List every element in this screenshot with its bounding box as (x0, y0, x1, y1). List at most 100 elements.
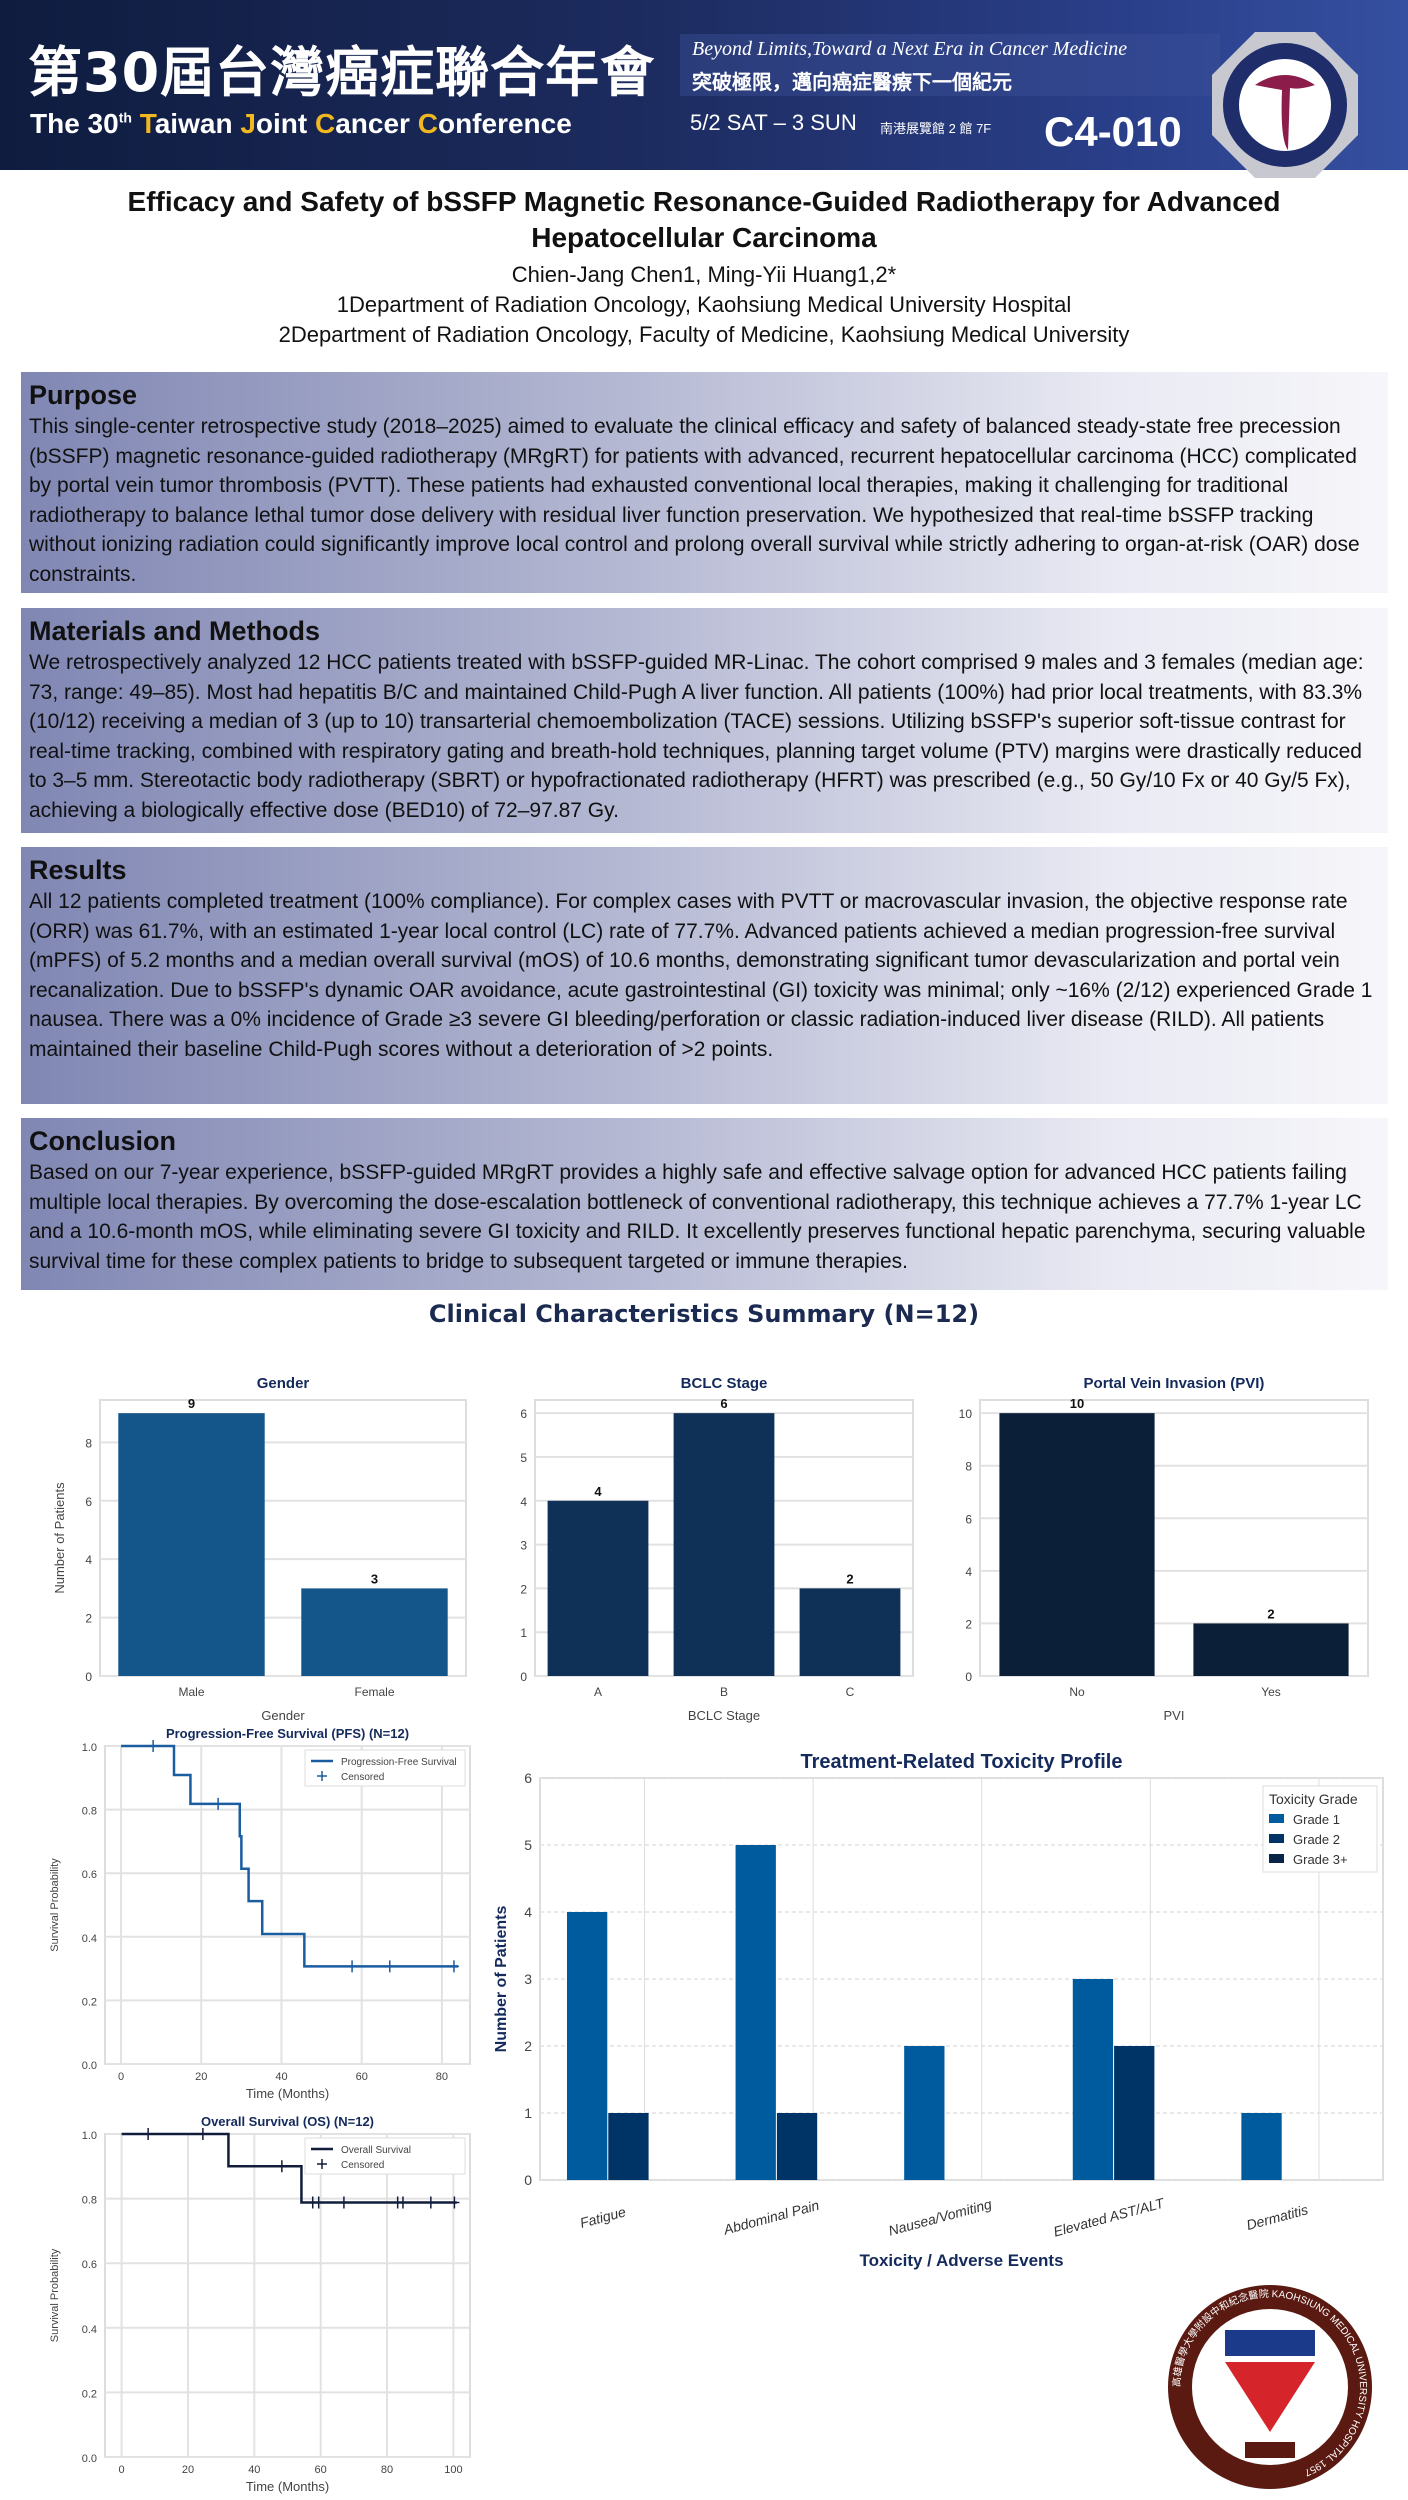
y-tick-label: 0 (965, 1670, 972, 1684)
section-heading: Purpose (29, 380, 138, 410)
y-tick-label: 3 (524, 1971, 532, 1987)
os-chart: 0.0 0.2 0.4 0.6 0.8 1.0 Overall Survival (OS) … (49, 2114, 471, 2494)
y-tick-label: 4 (524, 1904, 532, 1920)
x-tick-label: 20 (182, 2464, 194, 2476)
chart-title: Portal Vein Invasion (PVI) (1084, 1375, 1265, 1392)
y-tick-label: 0.8 (82, 1806, 97, 1818)
censor-mark (213, 1797, 224, 1810)
censor-mark (347, 1960, 358, 1973)
x-tick-label: A (594, 1685, 602, 1699)
legend-censor-mark (317, 1771, 327, 1781)
x-tick-label: B (720, 1685, 728, 1699)
x-tick-label: 60 (315, 2464, 327, 2476)
x-tick-label: 80 (381, 2464, 393, 2476)
legend-label: Overall Survival (341, 2145, 411, 2156)
conference-title-en: The 30th Taiwan Joint Cancer Conference (30, 108, 572, 139)
y-axis-label: Number of Patients (52, 1482, 67, 1594)
censor-mark (397, 2196, 408, 2209)
affiliation-2: 2Department of Radiation Oncology, Facul… (278, 322, 1130, 347)
y-tick-label: 0 (85, 1670, 92, 1684)
bar (799, 1588, 901, 1676)
y-tick-label: 0.8 (82, 2195, 97, 2207)
poster-code: C4-010 (1044, 108, 1182, 155)
section-methods: Materials and Methods We retrospectively… (21, 608, 1388, 833)
survival-curve (121, 2132, 457, 2204)
x-axis-label: BCLC Stage (688, 1708, 760, 1723)
y-tick-label: 0.6 (82, 2259, 97, 2271)
y-tick-label: 8 (965, 1460, 972, 1474)
y-tick-label: 0.4 (82, 2324, 97, 2336)
figure-title: Clinical Characteristics Summary (N=12) (428, 1300, 980, 1328)
y-tick-label: 0 (524, 2172, 532, 2188)
y-tick-label: 6 (85, 1495, 92, 1509)
slogan-en: Beyond Limits,Toward a Next Era in Cance… (692, 38, 1128, 60)
censor-mark (338, 2196, 349, 2209)
paper-title: Efficacy and Safety of bSSFP Magnetic Re… (127, 186, 1281, 253)
y-axis-label: Survival Probability (49, 2248, 61, 2342)
toxicity-chart: 0 1 2 3 4 5 6 Treatment-Related Toxicity Profil… (493, 1751, 1384, 2270)
x-axis-label: PVI (1164, 1708, 1185, 1723)
y-tick-label: 2 (520, 1582, 527, 1596)
legend-censor-mark (317, 2159, 327, 2169)
y-tick-label: 1.0 (82, 1742, 97, 1754)
legend-title: Toxicity Grade (1269, 1791, 1358, 1807)
censor-mark (148, 1740, 159, 1752)
legend-swatch (1269, 1814, 1284, 1823)
section-results: Results All 12 patients completed treatm… (21, 847, 1388, 1104)
section-body: We retrospectively analyzed 12 HCC patie… (29, 651, 1364, 822)
y-tick-label: 2 (85, 1612, 92, 1626)
x-tick-label: Fatigue (578, 2203, 627, 2231)
x-tick-label: Dermatitis (1245, 2201, 1310, 2233)
data-label: 2 (1267, 1606, 1274, 1621)
y-tick-label: 2 (965, 1617, 972, 1631)
legend-label: Censored (341, 2160, 384, 2171)
bar (735, 1845, 776, 2180)
slogan-cn: 突破極限，邁向癌症醫療下一個紀元 (692, 72, 1012, 94)
x-tick-label: 60 (356, 2071, 368, 2083)
y-tick-label: 3 (520, 1539, 527, 1553)
bar (1241, 2113, 1282, 2180)
y-tick-label: 1 (524, 2105, 532, 2121)
hospital-logo: 高雄醫學大學附設中和紀念醫院 KAOHSIUNG MEDICAL UNIVERS… (1168, 2285, 1372, 2489)
bclc-chart: 0 1 2 3 4 5 6 BCLC Stage BCLC Stage 4 A 6 B 2 C (520, 1375, 914, 1723)
chart-title: Overall Survival (OS) (N=12) (201, 2114, 374, 2129)
bar (566, 1912, 608, 2180)
section-conclusion: Conclusion Based on our 7-year experienc… (21, 1118, 1388, 1290)
y-tick-label: 0.0 (82, 2060, 97, 2072)
legend-label: Grade 2 (1293, 1832, 1340, 1847)
x-tick-label: Elevated AST/ALT (1052, 2194, 1167, 2239)
section-body: Based on our 7-year experience, bSSFP-gu… (29, 1161, 1366, 1273)
data-label: 3 (371, 1571, 378, 1586)
conference-date: 5/2 SAT – 3 SUN (690, 110, 857, 135)
x-tick-label: C (846, 1685, 855, 1699)
y-tick-label: 4 (85, 1553, 92, 1567)
gender-chart: 0 2 4 6 8 Gender Gender Number of Patients 9 Male… (52, 1375, 467, 1723)
survival-curve (121, 1744, 458, 1968)
section-body: This single-center retrospective study (… (29, 415, 1360, 586)
bar (776, 2113, 818, 2180)
data-label: 9 (188, 1396, 195, 1411)
pfs-chart: 0.0 0.2 0.4 0.6 0.8 1.0 Progression-Free Survi… (49, 1726, 471, 2101)
legend-box (304, 2137, 466, 2175)
authors: Chien-Jang Chen1, Ming-Yii Huang1,2* (511, 262, 897, 287)
conference-venue: 南港展覽館 2 館 7F (880, 121, 992, 136)
x-axis-label: Time (Months) (246, 2086, 329, 2101)
y-tick-label: 0 (520, 1670, 527, 1684)
y-tick-label: 6 (520, 1407, 527, 1421)
chart-title: Treatment-Related Toxicity Profile (801, 1751, 1123, 1773)
y-tick-label: 4 (520, 1495, 527, 1509)
censor-mark (313, 2196, 324, 2209)
bar (547, 1500, 649, 1676)
data-label: 10 (1070, 1396, 1084, 1411)
conference-logo (1212, 32, 1358, 178)
y-tick-label: 1 (520, 1626, 527, 1640)
y-tick-label: 0.4 (82, 1933, 97, 1945)
y-tick-label: 5 (520, 1451, 527, 1465)
censor-mark (197, 2128, 208, 2140)
bar (1072, 1979, 1114, 2180)
y-tick-label: 4 (965, 1565, 972, 1579)
plot-area (104, 1745, 471, 2065)
legend-label: Grade 1 (1293, 1812, 1340, 1827)
chart-title: BCLC Stage (681, 1375, 768, 1392)
